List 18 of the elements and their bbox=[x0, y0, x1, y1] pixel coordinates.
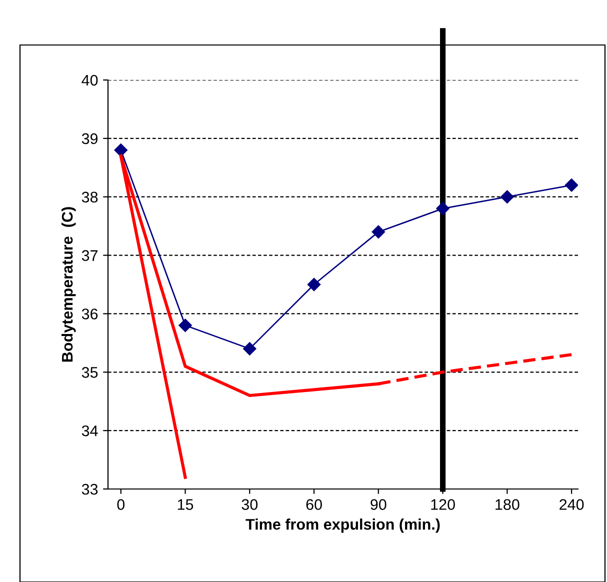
x-tick-label: 15 bbox=[178, 499, 194, 510]
x-tick-label: 30 bbox=[242, 499, 258, 510]
y-tick-label: 36 bbox=[82, 308, 98, 320]
x-tick-label: 120 bbox=[431, 499, 455, 510]
y-axis-title: Bodytemperature (C) bbox=[61, 207, 76, 362]
y-tick-label: 37 bbox=[82, 250, 98, 261]
x-tick-label: 180 bbox=[496, 499, 520, 510]
x-tick-label: 0 bbox=[117, 499, 125, 510]
x-tick-label: 90 bbox=[370, 499, 386, 510]
x-axis-title: Time from expulsion (min.) bbox=[246, 518, 440, 533]
y-tick-label: 34 bbox=[82, 425, 98, 436]
y-tick-label: 35 bbox=[82, 367, 98, 378]
x-tick-label: 240 bbox=[560, 499, 584, 510]
y-tick-label: 33 bbox=[82, 484, 98, 495]
x-tick-label: 60 bbox=[306, 499, 322, 510]
y-tick-label: 38 bbox=[82, 192, 98, 203]
y-tick-label: 40 bbox=[82, 74, 98, 86]
y-tick-label: 39 bbox=[82, 133, 98, 144]
